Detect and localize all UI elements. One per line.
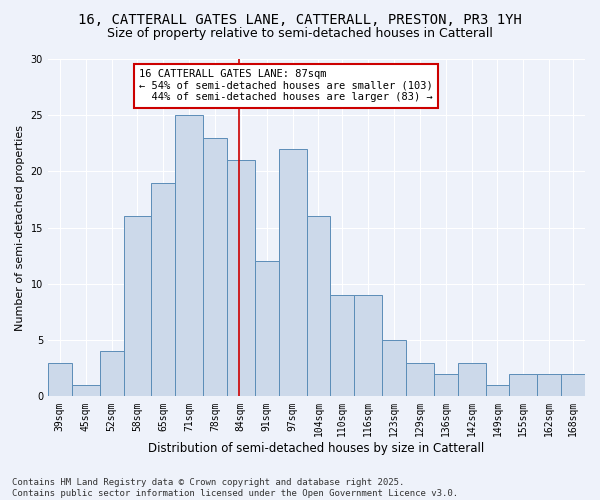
Bar	[509, 374, 537, 396]
Bar	[100, 352, 124, 397]
Bar	[354, 295, 382, 396]
Bar	[124, 216, 151, 396]
Bar	[406, 362, 434, 396]
Y-axis label: Number of semi-detached properties: Number of semi-detached properties	[15, 124, 25, 330]
Bar	[203, 138, 227, 396]
Bar	[485, 385, 509, 396]
Text: 16 CATTERALL GATES LANE: 87sqm
← 54% of semi-detached houses are smaller (103)
 : 16 CATTERALL GATES LANE: 87sqm ← 54% of …	[139, 69, 433, 102]
Bar	[458, 362, 485, 396]
Bar	[48, 362, 72, 396]
Bar	[561, 374, 585, 396]
Bar	[331, 295, 354, 396]
X-axis label: Distribution of semi-detached houses by size in Catterall: Distribution of semi-detached houses by …	[148, 442, 485, 455]
Bar	[72, 385, 100, 396]
Text: Contains HM Land Registry data © Crown copyright and database right 2025.
Contai: Contains HM Land Registry data © Crown c…	[12, 478, 458, 498]
Text: Size of property relative to semi-detached houses in Catterall: Size of property relative to semi-detach…	[107, 28, 493, 40]
Text: 16, CATTERALL GATES LANE, CATTERALL, PRESTON, PR3 1YH: 16, CATTERALL GATES LANE, CATTERALL, PRE…	[78, 12, 522, 26]
Bar	[151, 182, 175, 396]
Bar	[255, 262, 278, 396]
Bar	[175, 115, 203, 396]
Bar	[434, 374, 458, 396]
Bar	[382, 340, 406, 396]
Bar	[278, 149, 307, 396]
Bar	[227, 160, 255, 396]
Bar	[537, 374, 561, 396]
Bar	[307, 216, 331, 396]
